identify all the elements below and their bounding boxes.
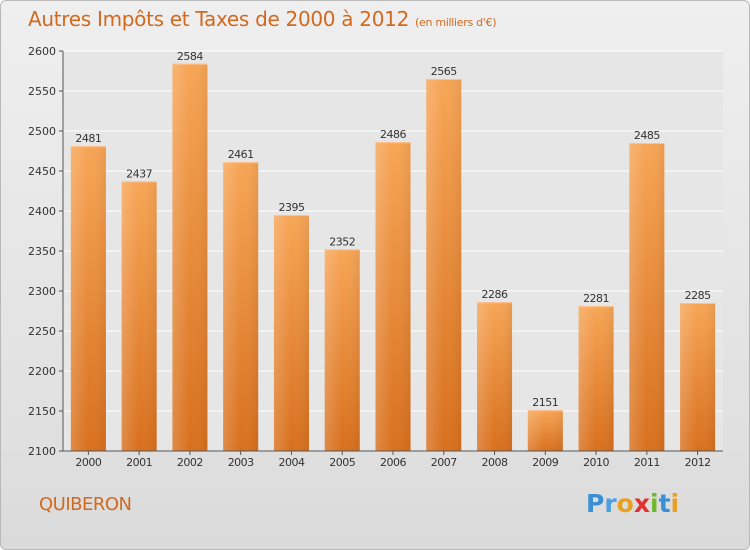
bar-shine [70, 146, 106, 451]
bar-shine [121, 181, 157, 451]
y-tick-label: 2400 [28, 205, 56, 218]
x-tick-label: 2000 [75, 456, 101, 469]
x-tick-label: 2003 [228, 456, 254, 469]
x-tick-label: 2004 [278, 456, 304, 469]
y-tick-label: 2300 [28, 285, 56, 298]
chart-title: Autres Impôts et Taxes de 2000 à 2012 (en… [28, 7, 496, 31]
y-tick-label: 2250 [28, 325, 56, 338]
data-label: 2151 [532, 396, 558, 409]
data-label: 2486 [380, 128, 406, 141]
x-tick-label: 2011 [634, 456, 660, 469]
x-tick-label: 2001 [126, 456, 152, 469]
bar-shine [426, 79, 462, 451]
data-label: 2281 [583, 292, 609, 305]
bar-shine [172, 63, 208, 452]
proxiti-logo: Proxiti [586, 489, 680, 518]
bar-shine [527, 410, 563, 451]
bar-shine [223, 162, 259, 451]
data-label: 2485 [634, 129, 660, 142]
data-label: 2285 [685, 289, 711, 302]
x-tick-label: 2009 [532, 456, 558, 469]
y-tick-label: 2200 [28, 365, 56, 378]
y-tick-label: 2500 [28, 125, 56, 138]
data-label: 2481 [75, 132, 101, 145]
chart-title-text: Autres Impôts et Taxes de 2000 à 2012 [28, 7, 409, 31]
x-tick-label: 2006 [380, 456, 406, 469]
x-tick-label: 2007 [431, 456, 457, 469]
x-tick-label: 2010 [583, 456, 609, 469]
y-tick-label: 2600 [28, 45, 56, 58]
x-tick-label: 2005 [329, 456, 355, 469]
bar-shine [273, 215, 309, 451]
data-label: 2565 [431, 65, 457, 78]
bar-shine [680, 303, 716, 451]
data-label: 2286 [482, 288, 508, 301]
x-tick-label: 2012 [685, 456, 711, 469]
y-tick-label: 2100 [28, 445, 56, 458]
chart-subtitle: (en milliers d'€) [415, 16, 497, 29]
bar-shine [375, 142, 411, 451]
data-label: 2352 [329, 235, 355, 248]
y-tick-label: 2450 [28, 165, 56, 178]
x-tick-label: 2002 [177, 456, 203, 469]
data-label: 2437 [126, 167, 152, 180]
data-label: 2584 [177, 50, 203, 63]
data-label: 2395 [278, 201, 304, 214]
bar-shine [324, 249, 360, 451]
bar-shine [477, 302, 513, 451]
y-tick-label: 2150 [28, 405, 56, 418]
city-name: QUIBERON [39, 494, 132, 515]
bar-shine [578, 306, 614, 451]
x-tick-label: 2008 [482, 456, 508, 469]
y-tick-label: 2350 [28, 245, 56, 258]
bar-shine [629, 143, 665, 451]
y-tick-label: 2550 [28, 85, 56, 98]
data-label: 2461 [228, 148, 254, 161]
